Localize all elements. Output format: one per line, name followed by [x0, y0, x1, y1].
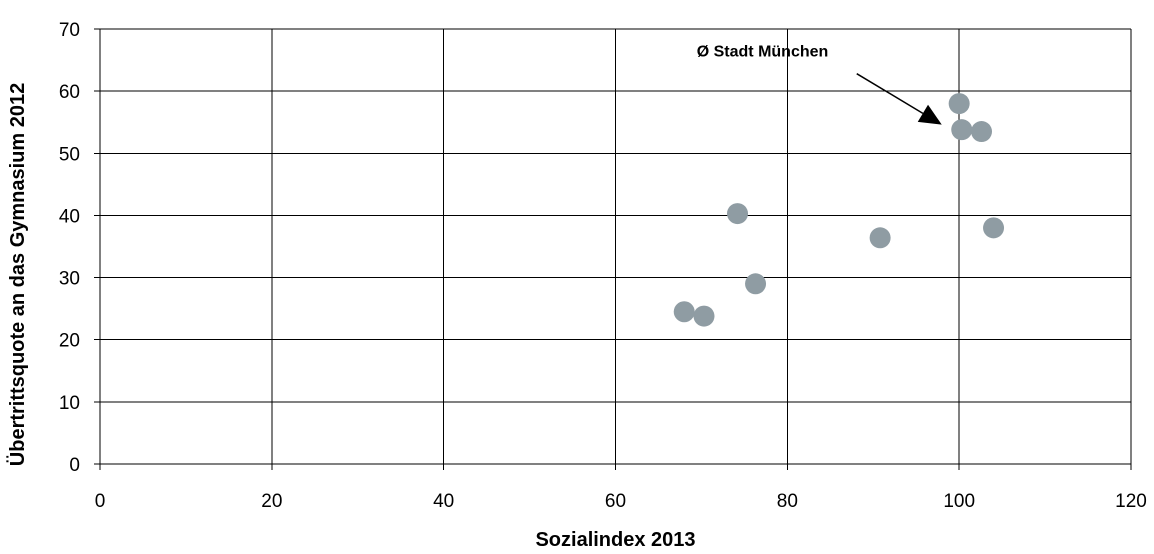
x-tick-label-1: 20 — [261, 491, 282, 512]
x-axis-title: Sozialindex 2013 — [535, 529, 695, 551]
annotation-arrow-head — [917, 104, 942, 125]
y-tick-label-0: 0 — [69, 455, 80, 476]
x-tick-label-5: 100 — [943, 491, 975, 512]
data-point-8 — [983, 217, 1005, 239]
x-tick-label-6: 120 — [1115, 491, 1147, 512]
annotation-label: Ø Stadt München — [697, 44, 829, 61]
y-tick-label-3: 30 — [59, 269, 80, 290]
y-tick-label-2: 20 — [59, 331, 80, 352]
annotation: Ø Stadt München — [697, 44, 942, 125]
data-point-3 — [745, 273, 767, 295]
data-point-5 — [948, 93, 970, 115]
x-axis-tick-labels: 0 20 40 60 80 100 120 — [95, 491, 1147, 512]
annotation-arrow-line — [856, 73, 924, 114]
x-tick-label-3: 60 — [605, 491, 626, 512]
y-tick-label-5: 50 — [59, 144, 80, 165]
data-point-1 — [693, 305, 715, 327]
axes — [94, 28, 1132, 470]
y-axis-tick-labels: 0 10 20 30 40 50 60 70 — [59, 20, 80, 476]
vertical-gridlines — [271, 29, 1132, 470]
y-axis-title: Übertrittsquote an das Gymnasium 2012 — [6, 83, 29, 466]
y-tick-label-1: 10 — [59, 393, 80, 414]
data-points — [673, 93, 1005, 327]
x-tick-label-4: 80 — [777, 491, 798, 512]
data-point-6 — [951, 119, 973, 141]
y-tick-label-7: 70 — [59, 20, 80, 41]
x-tick-label-0: 0 — [95, 491, 106, 512]
y-tick-label-6: 60 — [59, 82, 80, 103]
data-point-2 — [727, 203, 749, 225]
horizontal-gridlines — [94, 28, 1131, 403]
y-tick-label-4: 40 — [59, 206, 80, 227]
data-point-7 — [971, 121, 993, 143]
x-tick-label-2: 40 — [433, 491, 454, 512]
data-point-4 — [869, 227, 891, 249]
data-point-0 — [673, 301, 695, 323]
